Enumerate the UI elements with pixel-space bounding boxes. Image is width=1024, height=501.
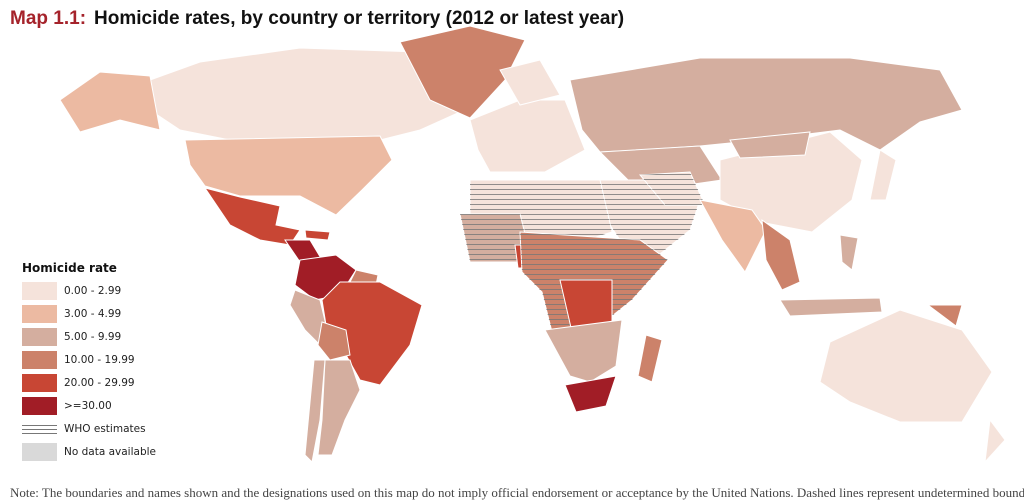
legend-item: 3.00 - 4.99 bbox=[22, 302, 156, 325]
country-philippines bbox=[839, 234, 859, 271]
country-usa bbox=[184, 135, 393, 216]
country-argentina bbox=[317, 359, 361, 456]
country-southern-africa bbox=[544, 319, 623, 383]
map-note: Note: The boundaries and names shown and… bbox=[10, 485, 1024, 500]
country-papua-new-guinea bbox=[926, 304, 963, 327]
legend-swatch bbox=[22, 304, 57, 323]
legend-item: >=30.00 bbox=[22, 394, 156, 417]
country-mexico bbox=[203, 187, 301, 246]
legend-swatch bbox=[22, 442, 57, 461]
legend-label: No data available bbox=[64, 445, 156, 458]
legend-label: 5.00 - 9.99 bbox=[64, 330, 122, 343]
country-australia bbox=[819, 309, 993, 423]
legend-swatch bbox=[22, 281, 57, 300]
legend-swatch bbox=[22, 350, 57, 369]
legend-label: 20.00 - 29.99 bbox=[64, 376, 135, 389]
country-bolivia bbox=[317, 321, 351, 361]
country-chile bbox=[304, 359, 326, 464]
country-madagascar bbox=[637, 334, 663, 383]
legend-swatch bbox=[22, 327, 57, 346]
country-new-zealand bbox=[984, 418, 1006, 464]
country-canada bbox=[149, 47, 471, 141]
country-south-africa bbox=[564, 375, 617, 413]
legend-label: WHO estimates bbox=[64, 422, 146, 435]
legend-label: 3.00 - 4.99 bbox=[64, 307, 122, 320]
legend-title: Homicide rate bbox=[22, 261, 117, 275]
legend-item: No data available bbox=[22, 440, 156, 463]
map-title-text: Homicide rates, by country or territory … bbox=[94, 8, 625, 29]
legend-item: 20.00 - 29.99 bbox=[22, 371, 156, 394]
legend-label: >=30.00 bbox=[64, 399, 112, 412]
legend-label: 0.00 - 2.99 bbox=[64, 284, 122, 297]
country-brazil bbox=[321, 281, 423, 386]
country-southeast-asia bbox=[761, 218, 801, 291]
map-title: Map 1.1: Homicide rates, by country or te… bbox=[10, 8, 624, 30]
legend-label: 10.00 - 19.99 bbox=[64, 353, 135, 366]
map-number: Map 1.1: bbox=[10, 8, 87, 29]
country-caribbean bbox=[304, 229, 331, 241]
country-japan bbox=[869, 149, 897, 201]
legend-item: 0.00 - 2.99 bbox=[22, 279, 156, 302]
who-estimate-hatch bbox=[640, 172, 705, 205]
legend-item: 10.00 - 19.99 bbox=[22, 348, 156, 371]
legend-item: WHO estimates bbox=[22, 417, 156, 440]
country-mongolia bbox=[729, 131, 811, 159]
country-indonesia bbox=[779, 297, 883, 317]
legend-swatch bbox=[22, 373, 57, 392]
legend-swatch bbox=[22, 421, 57, 436]
country-greenland bbox=[399, 25, 526, 119]
who-estimate-hatch bbox=[460, 214, 532, 262]
country-scandinavia bbox=[499, 59, 561, 106]
legend-swatch bbox=[22, 396, 57, 415]
legend: Homicide rate 0.00 - 2.99 3.00 - 4.99 5.00… bbox=[22, 261, 156, 463]
country-europe bbox=[469, 99, 586, 173]
legend-item: 5.00 - 9.99 bbox=[22, 325, 156, 348]
country-india bbox=[699, 199, 767, 273]
country-alaska bbox=[59, 71, 161, 133]
